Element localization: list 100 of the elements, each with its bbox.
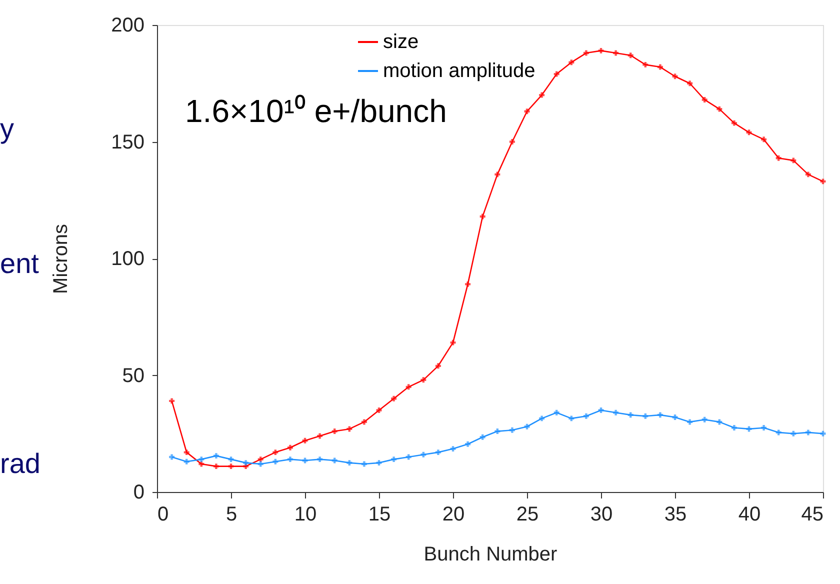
point <box>657 64 663 70</box>
point <box>465 281 471 287</box>
y-tick-label: 100 <box>111 248 144 270</box>
point <box>406 454 412 460</box>
point <box>228 464 234 470</box>
y-tick-label: 0 <box>133 482 144 504</box>
point <box>731 425 737 431</box>
point <box>628 412 634 418</box>
point <box>583 413 589 419</box>
point <box>480 434 486 440</box>
text: ent <box>0 248 40 279</box>
point <box>391 456 397 462</box>
y-axis-title: Microns <box>50 224 72 294</box>
point <box>272 450 278 456</box>
point <box>406 384 412 390</box>
point <box>790 430 796 436</box>
y-tick-label: 50 <box>122 364 144 387</box>
y-tick-label: 150 <box>111 131 144 154</box>
point <box>628 52 634 58</box>
point <box>613 410 619 416</box>
x-axis-title: Bunch Number <box>424 544 558 566</box>
point <box>539 416 545 422</box>
point <box>642 62 648 68</box>
text: y <box>0 113 14 144</box>
point <box>169 454 175 460</box>
point <box>184 450 190 456</box>
point <box>346 426 352 432</box>
point <box>287 456 293 462</box>
point <box>761 136 767 142</box>
legend-label: size <box>383 31 419 53</box>
y-tick-label: 200 <box>111 14 144 36</box>
point <box>716 419 722 425</box>
point <box>346 460 352 466</box>
point <box>583 50 589 56</box>
point <box>776 155 782 161</box>
point <box>361 461 367 467</box>
point <box>687 80 693 86</box>
point <box>702 96 708 102</box>
point <box>420 452 426 458</box>
point <box>317 433 323 439</box>
point <box>761 425 767 431</box>
point <box>598 408 604 414</box>
legend-label: motion amplitude <box>383 60 536 82</box>
point <box>672 414 678 420</box>
point <box>716 106 722 112</box>
point <box>539 92 545 98</box>
point <box>332 428 338 434</box>
point <box>287 444 293 450</box>
point <box>790 158 796 164</box>
x-tick-label: 5 <box>226 504 238 526</box>
point <box>184 458 190 464</box>
x-tick-label: 30 <box>590 504 613 526</box>
point <box>258 461 264 467</box>
x-tick-label: 10 <box>294 504 317 526</box>
point <box>776 430 782 436</box>
point <box>391 396 397 402</box>
x-tick-label: 15 <box>368 504 391 526</box>
point <box>213 464 219 470</box>
point <box>805 172 811 178</box>
point <box>642 413 648 419</box>
point <box>198 456 204 462</box>
point <box>509 427 515 433</box>
point <box>213 453 219 459</box>
point <box>494 428 500 434</box>
point <box>568 60 574 66</box>
point <box>805 430 811 436</box>
point <box>272 458 278 464</box>
point <box>169 398 175 404</box>
point <box>598 48 604 54</box>
point <box>376 408 382 414</box>
point <box>731 120 737 126</box>
point <box>554 71 560 77</box>
point <box>420 377 426 383</box>
point <box>657 412 663 418</box>
point <box>332 458 338 464</box>
point <box>376 460 382 466</box>
x-tick-label: 20 <box>442 504 465 526</box>
point <box>554 410 560 416</box>
annotation: 1.6×10¹⁰ e+/bunch <box>185 93 447 129</box>
point <box>568 416 574 422</box>
x-tick-label: 25 <box>516 504 539 526</box>
point <box>317 456 323 462</box>
point <box>702 416 708 422</box>
point <box>258 456 264 462</box>
point <box>494 172 500 178</box>
point <box>480 214 486 220</box>
point <box>435 450 441 456</box>
point <box>361 419 367 425</box>
point <box>509 139 515 144</box>
x-tick-label: 35 <box>664 504 687 526</box>
text: rad <box>0 448 40 479</box>
point <box>435 363 441 369</box>
x-tick-label: 40 <box>738 504 761 526</box>
point <box>450 446 456 452</box>
point <box>465 441 471 447</box>
point <box>613 50 619 56</box>
point <box>243 460 249 466</box>
x-tick-label: 45 <box>801 504 824 526</box>
point <box>228 456 234 462</box>
x-tick-label: 0 <box>158 504 169 526</box>
